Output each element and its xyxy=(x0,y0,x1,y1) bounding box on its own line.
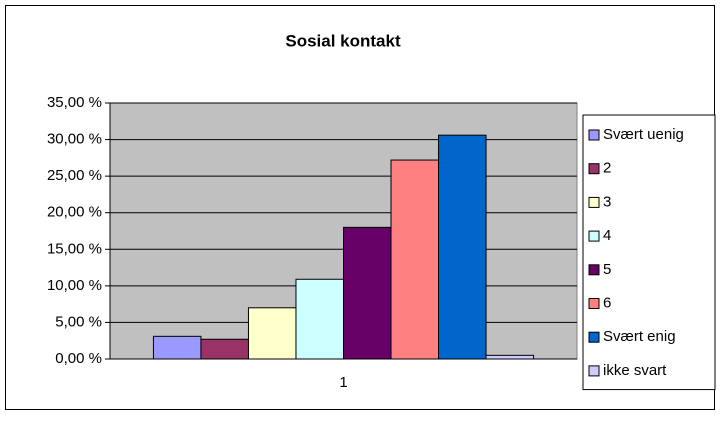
y-tick-label: 25,00 % xyxy=(47,167,102,184)
bar xyxy=(485,354,535,360)
legend-label: ikke svart xyxy=(603,362,667,379)
x-tick-label: 1 xyxy=(339,374,347,391)
legend-label: 2 xyxy=(603,160,611,177)
legend-swatch xyxy=(588,264,600,276)
legend-label: 4 xyxy=(603,227,611,244)
bar xyxy=(295,278,345,360)
legend-label: 6 xyxy=(603,294,611,311)
y-tick-label: 35,00 % xyxy=(47,94,102,111)
legend-label: 5 xyxy=(603,261,611,278)
y-tick-label: 5,00 % xyxy=(55,313,102,330)
y-tick-label: 15,00 % xyxy=(47,240,102,257)
bar xyxy=(343,226,392,360)
bar xyxy=(200,338,249,360)
y-tick-label: 20,00 % xyxy=(47,204,102,221)
legend-label: 3 xyxy=(603,193,611,210)
y-tick-label: 10,00 % xyxy=(47,277,102,294)
legend-swatch xyxy=(588,230,600,242)
legend-swatch xyxy=(588,196,600,208)
legend-swatch xyxy=(588,298,600,309)
bar xyxy=(152,335,202,360)
legend-swatch xyxy=(588,365,600,377)
y-tick-label: 30,00 % xyxy=(47,131,102,148)
y-tick-label: 0,00 % xyxy=(55,350,102,367)
legend-label: Svært enig xyxy=(603,328,676,345)
legend-swatch xyxy=(588,129,600,141)
legend-label: Svært uenig xyxy=(603,126,684,143)
chart-title: Sosial kontakt xyxy=(285,31,401,50)
legend-box xyxy=(582,114,716,391)
bar xyxy=(438,134,487,360)
legend-swatch xyxy=(588,163,600,175)
bar xyxy=(247,307,297,360)
bar xyxy=(390,159,440,360)
legend-swatch xyxy=(588,331,600,343)
